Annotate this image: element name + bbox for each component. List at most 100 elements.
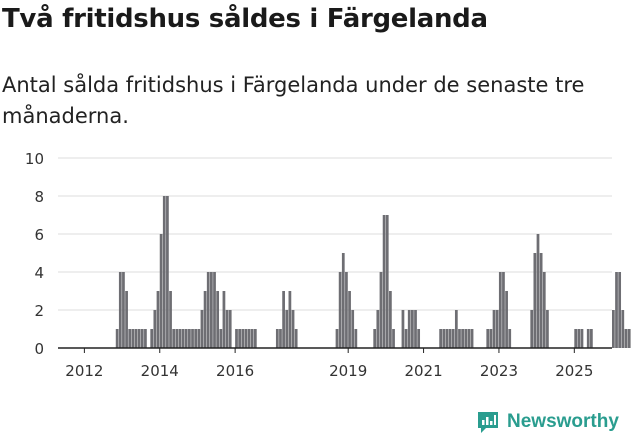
bar	[533, 253, 537, 348]
bar	[445, 329, 449, 348]
bar	[172, 329, 176, 348]
bar	[275, 329, 279, 348]
bar	[495, 310, 499, 348]
bar	[414, 310, 417, 348]
bar	[354, 329, 358, 348]
bar	[175, 329, 179, 348]
bar	[577, 329, 581, 348]
bar	[203, 291, 207, 348]
bar	[241, 329, 245, 348]
bar	[508, 329, 512, 348]
bar	[115, 329, 119, 348]
bar	[291, 310, 295, 348]
bar	[348, 291, 351, 348]
bar	[118, 272, 122, 348]
y-tick-label: 2	[34, 302, 44, 320]
y-tick-label: 8	[34, 188, 44, 206]
y-tick-label: 4	[34, 264, 44, 282]
bar	[458, 329, 461, 348]
bar	[181, 329, 185, 348]
bar	[140, 329, 144, 348]
newsworthy-brand[interactable]: Newsworthy	[475, 406, 619, 438]
bar	[338, 272, 342, 348]
bar	[376, 310, 380, 348]
y-tick-label: 0	[34, 340, 44, 358]
bar	[505, 291, 508, 348]
y-axis-ticks: 0 2 4 6 8 10	[25, 150, 44, 358]
bar	[451, 329, 455, 348]
bar	[498, 272, 502, 348]
bar	[162, 196, 166, 348]
x-tick-label: 2016	[216, 362, 254, 380]
chart-subtitle: Antal sålda fritidshus i Färgelanda unde…	[2, 73, 585, 128]
bar	[385, 215, 389, 348]
newsworthy-logo-icon	[478, 412, 498, 433]
bar	[166, 196, 169, 348]
x-tick-label: 2019	[329, 362, 367, 380]
bar	[627, 329, 631, 348]
bar-chart: 0 2 4 6 8 10 2012 2014 2016 2019 2021 2023 2025 2	[25, 150, 631, 380]
bar	[194, 329, 198, 348]
bar	[279, 329, 282, 348]
x-tick-label: 2023	[480, 362, 518, 380]
bar	[401, 310, 405, 348]
bar	[125, 291, 128, 348]
bar	[530, 310, 534, 348]
x-tick-label: 2014	[141, 362, 179, 380]
bar	[222, 291, 226, 348]
bar	[156, 291, 160, 348]
bar	[574, 329, 578, 348]
bar	[247, 329, 251, 348]
chart-title: Två fritidshus såldes i Färgelanda	[2, 4, 488, 34]
x-tick-label: 2012	[65, 362, 103, 380]
bar	[210, 272, 213, 348]
bar	[470, 329, 474, 348]
bar	[502, 272, 505, 348]
bar	[250, 329, 254, 348]
bar	[238, 329, 242, 348]
bar	[612, 310, 615, 348]
bar	[345, 272, 348, 348]
bar	[546, 310, 549, 348]
bar	[228, 310, 232, 348]
bar	[169, 291, 172, 348]
bar	[411, 310, 414, 348]
x-axis: 2012 2014 2016 2019 2021 2023 2025	[58, 347, 612, 380]
gridlines	[58, 157, 612, 311]
bar	[137, 329, 141, 348]
bar	[294, 329, 298, 348]
bar	[389, 291, 392, 348]
bar	[392, 329, 395, 348]
bar	[404, 329, 408, 348]
bar	[178, 329, 182, 348]
bar	[188, 329, 191, 348]
bar	[448, 329, 452, 348]
bar	[184, 329, 188, 348]
bar	[461, 329, 464, 348]
bar	[122, 272, 125, 348]
bar	[379, 272, 383, 348]
bar	[590, 329, 593, 348]
bar	[407, 310, 411, 348]
bar	[464, 329, 468, 348]
bar	[341, 253, 345, 348]
bar	[615, 272, 618, 348]
bar	[442, 329, 446, 348]
bar	[489, 329, 493, 348]
bar	[153, 310, 157, 348]
bar	[200, 310, 204, 348]
bar	[282, 291, 285, 348]
bar	[216, 291, 220, 348]
bar	[536, 234, 540, 348]
bar	[586, 329, 590, 348]
y-tick-label: 6	[34, 226, 44, 244]
bar	[144, 329, 147, 348]
bar	[288, 291, 292, 348]
bar	[244, 329, 248, 348]
bar	[335, 329, 339, 348]
bars	[115, 196, 631, 348]
bar	[486, 329, 490, 348]
bar	[439, 329, 443, 348]
bar	[191, 329, 194, 348]
bar	[150, 329, 154, 348]
